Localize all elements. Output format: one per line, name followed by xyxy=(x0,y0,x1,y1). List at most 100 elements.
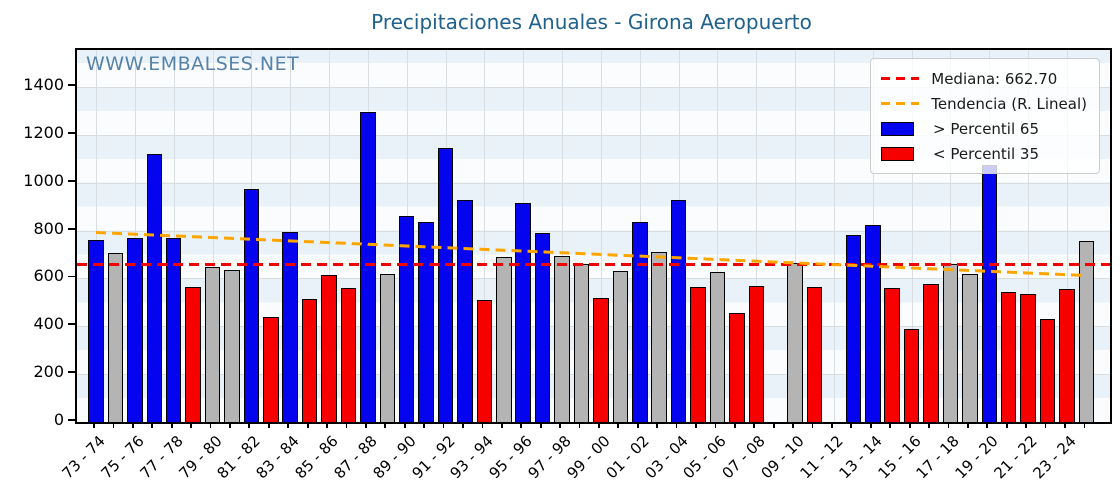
x-tick xyxy=(1025,422,1028,428)
bar-16-17 xyxy=(923,284,939,422)
bar-75-76 xyxy=(127,237,143,422)
gridline-h xyxy=(77,230,1110,232)
bar-90-91 xyxy=(418,222,434,422)
bar-98-99 xyxy=(573,264,590,422)
bar-94-95 xyxy=(496,256,512,422)
bar-84-85 xyxy=(301,298,318,422)
y-tick xyxy=(68,179,75,182)
gridline-h xyxy=(77,278,1110,280)
x-tick xyxy=(598,422,600,428)
bar-12-13 xyxy=(845,235,862,422)
x-tick xyxy=(1064,422,1066,428)
x-tick xyxy=(423,422,426,428)
gridline-h xyxy=(77,87,1110,89)
bar-05-06 xyxy=(709,272,726,422)
x-tick xyxy=(267,422,270,428)
blue-bar-swatch xyxy=(881,121,915,136)
bar-06-07 xyxy=(729,313,745,422)
bar-96-97 xyxy=(534,233,551,422)
y-tick-label: 600 xyxy=(33,266,64,286)
gridline-v xyxy=(329,50,331,422)
x-tick xyxy=(190,422,192,428)
bar-79-80 xyxy=(204,266,221,422)
gridline-v xyxy=(950,50,952,422)
y-tick-label: 1200 xyxy=(23,123,64,143)
legend-item-below-p35: < Percentil 35 xyxy=(881,141,1087,166)
x-tick xyxy=(500,422,503,428)
x-tick xyxy=(539,422,542,428)
gridline-v xyxy=(484,50,486,422)
legend-below-label: < Percentil 35 xyxy=(928,144,1040,163)
x-tick xyxy=(151,422,154,428)
gridline-h xyxy=(77,182,1110,184)
bar-19-20 xyxy=(981,164,998,422)
legend-trend-label: Tendencia (R. Lineal) xyxy=(931,94,1087,113)
x-tick xyxy=(850,422,853,428)
x-tick xyxy=(384,422,387,428)
x-tick xyxy=(772,422,775,428)
x-tick xyxy=(364,422,367,428)
y-tick-label: 0 xyxy=(53,410,64,430)
gridline-v xyxy=(134,50,136,422)
x-tick xyxy=(520,422,523,428)
bar-07-08 xyxy=(748,285,765,422)
bar-17-18 xyxy=(942,264,959,422)
gridline-v xyxy=(717,50,719,422)
x-tick xyxy=(442,422,445,428)
x-tick xyxy=(967,422,969,428)
x-tick xyxy=(112,422,115,428)
bar-85-86 xyxy=(321,274,337,422)
bar-88-89 xyxy=(379,273,396,422)
y-tick xyxy=(68,227,75,230)
bar-09-10 xyxy=(787,262,803,422)
red-bar-swatch xyxy=(881,146,915,161)
bar-92-93 xyxy=(457,199,473,422)
x-tick xyxy=(306,422,309,428)
legend-item-trend: Tendencia (R. Lineal) xyxy=(881,91,1087,116)
x-tick xyxy=(636,422,639,428)
x-tick xyxy=(326,422,328,428)
bar-18-19 xyxy=(962,273,978,422)
legend-above-label: > Percentil 65 xyxy=(928,119,1040,138)
x-tick xyxy=(559,422,561,428)
bar-77-78 xyxy=(165,237,182,422)
y-tick-label: 1000 xyxy=(23,170,64,190)
x-tick xyxy=(733,422,736,428)
bar-20-21 xyxy=(1000,291,1017,422)
y-tick-label: 1400 xyxy=(23,75,64,95)
gridline-v xyxy=(600,50,602,422)
watermark: WWW.EMBALSES.NET xyxy=(86,53,300,75)
bar-95-96 xyxy=(515,203,531,422)
x-tick xyxy=(889,422,892,428)
bar-82-83 xyxy=(263,316,279,422)
chart-title: Precipitaciones Anuales - Girona Aeropue… xyxy=(371,10,812,34)
x-tick xyxy=(578,422,581,428)
bar-78-79 xyxy=(185,286,201,422)
bar-14-15 xyxy=(884,288,900,422)
gridline-v xyxy=(833,50,835,422)
legend-median-label: Mediana: 662.70 xyxy=(931,69,1058,88)
x-tick xyxy=(248,422,251,428)
x-tick xyxy=(947,422,950,428)
gridline-v xyxy=(562,50,564,422)
gridline-v xyxy=(795,50,797,422)
bar-13-14 xyxy=(865,224,881,422)
y-tick-label: 800 xyxy=(33,218,64,238)
y-tick xyxy=(68,275,75,278)
gridline-v xyxy=(756,50,758,422)
median-line xyxy=(77,263,1110,266)
bar-91-92 xyxy=(437,148,454,422)
x-tick xyxy=(695,422,697,428)
x-tick xyxy=(831,422,833,428)
x-tick xyxy=(617,422,620,428)
x-tick xyxy=(462,422,464,428)
x-tick xyxy=(1083,422,1086,428)
x-tick xyxy=(753,422,756,428)
bar-80-81 xyxy=(224,270,240,422)
gridline-v xyxy=(1067,50,1068,422)
x-tick xyxy=(229,422,231,428)
y-tick xyxy=(68,371,75,374)
x-tick xyxy=(1044,422,1047,428)
x-tick xyxy=(131,422,134,428)
bar-24-25 xyxy=(1078,241,1095,422)
